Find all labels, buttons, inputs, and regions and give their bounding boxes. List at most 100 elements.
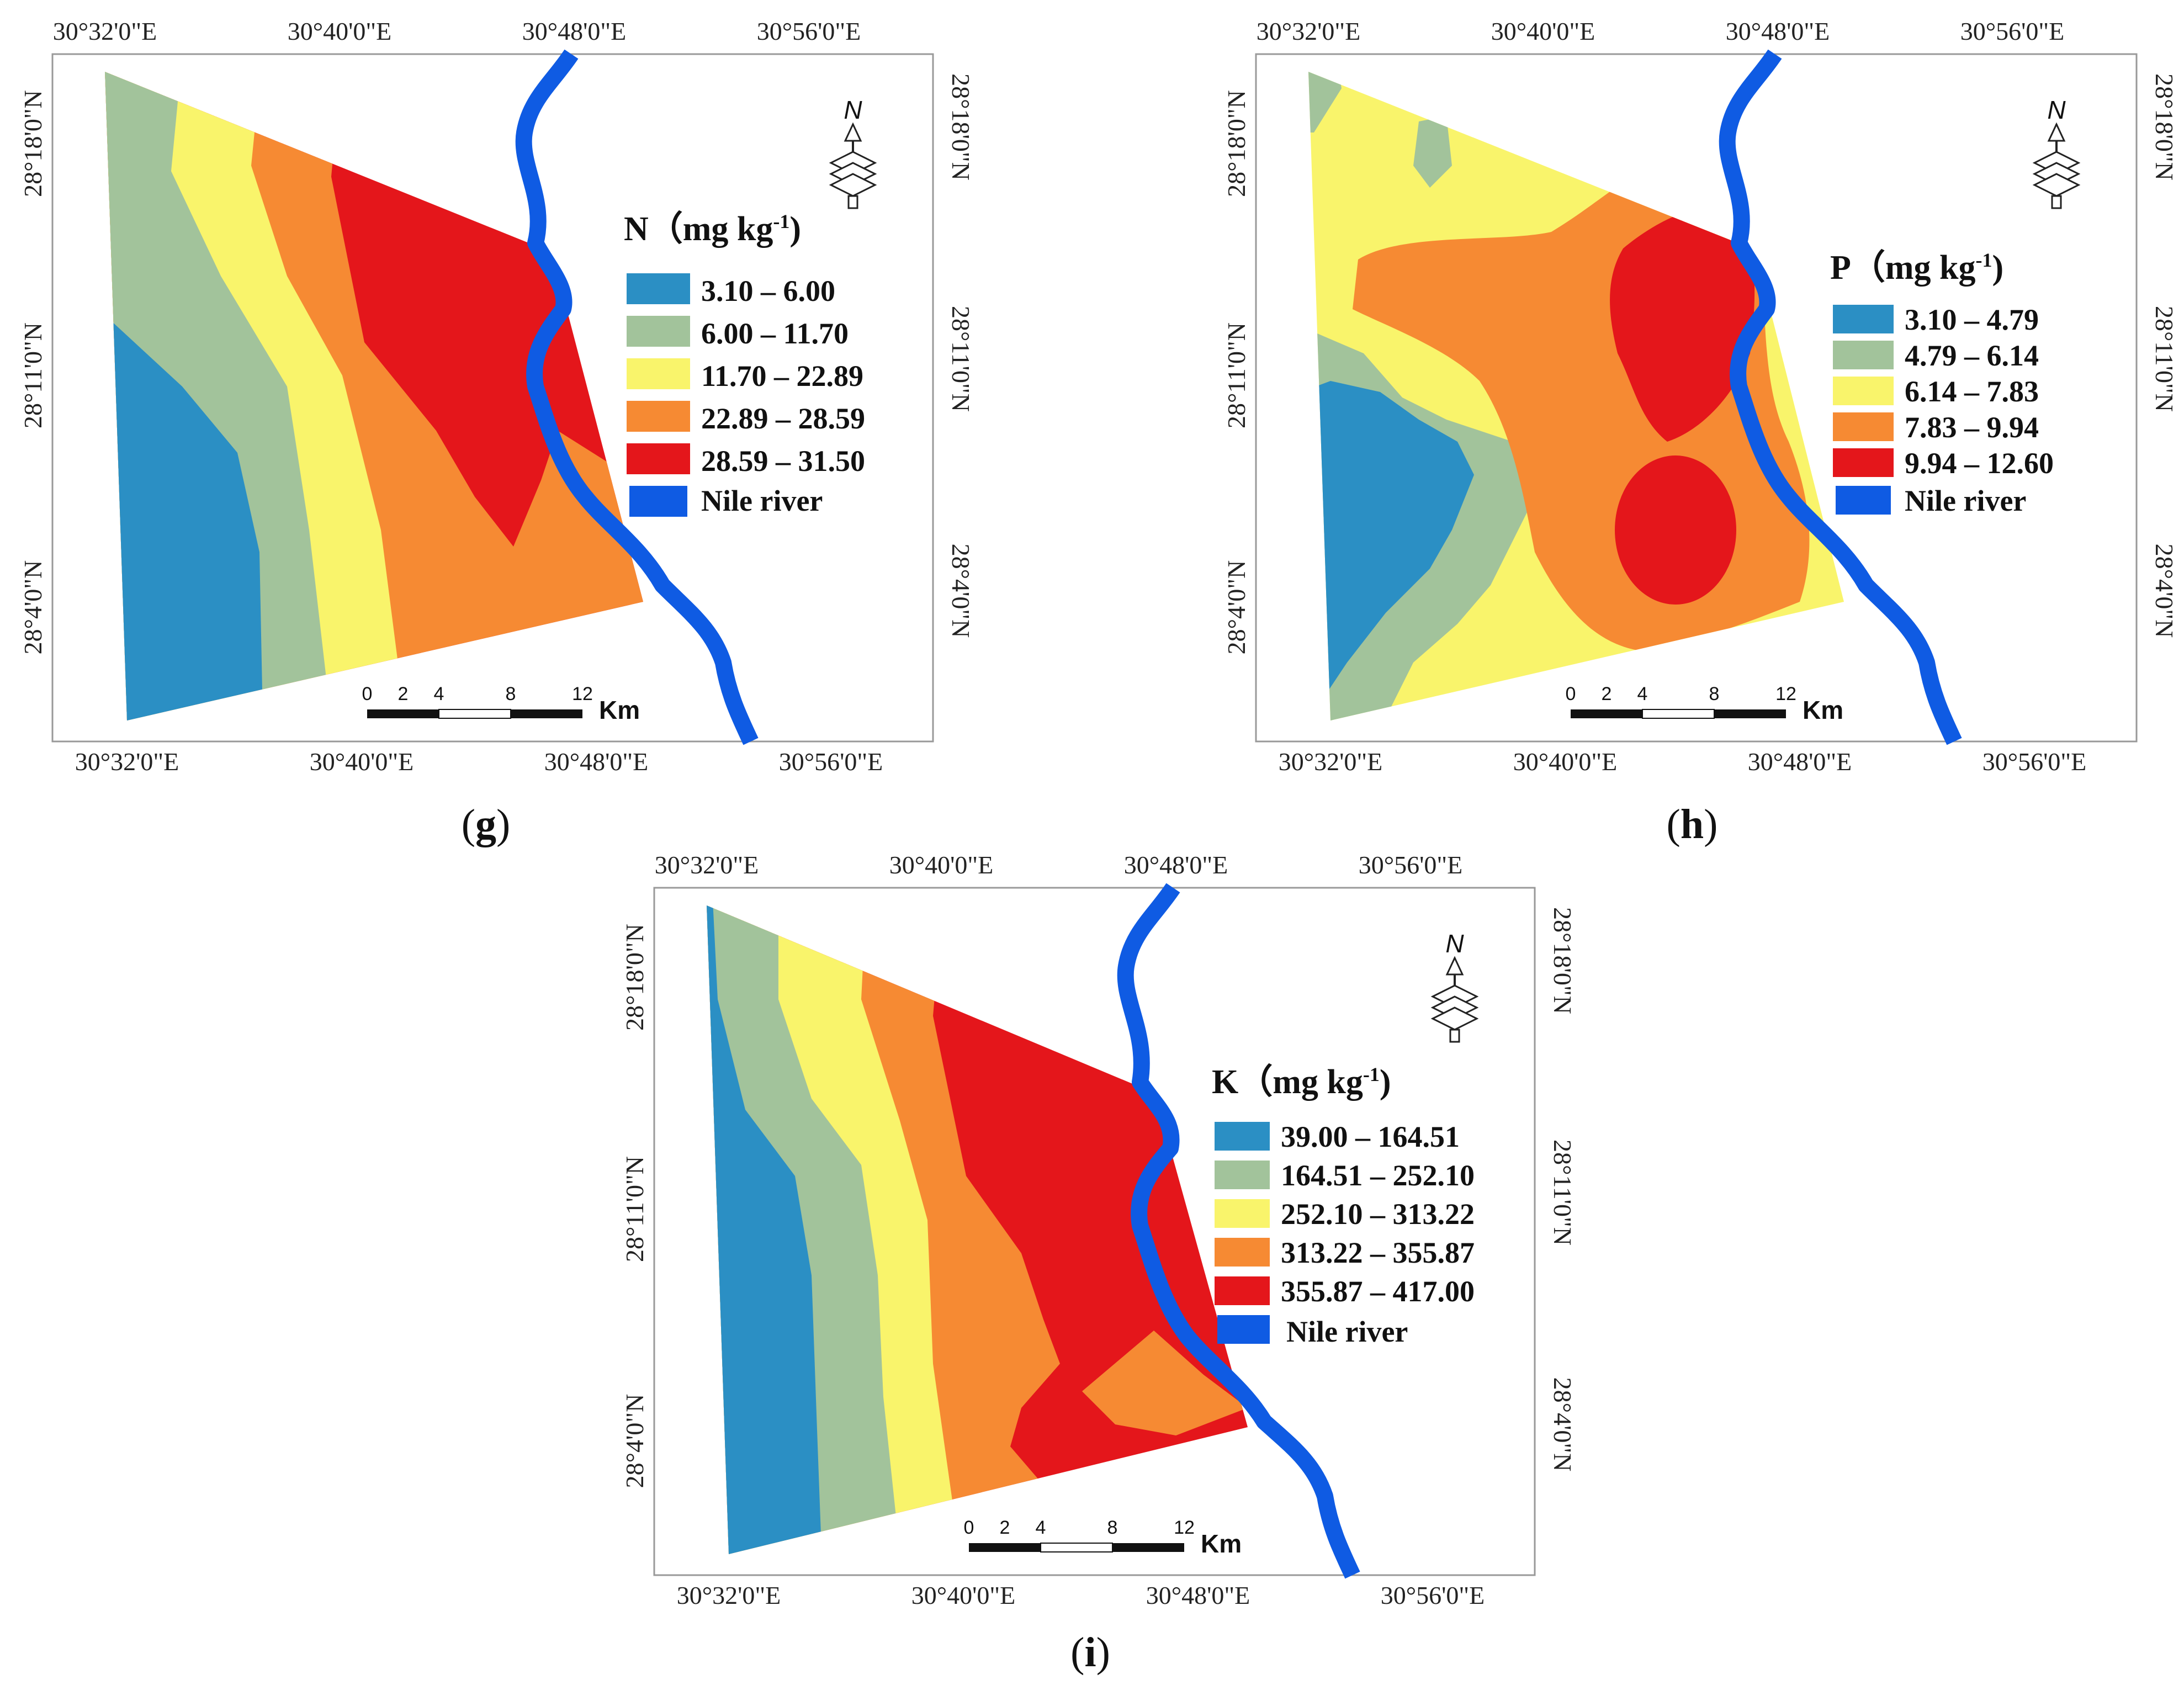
svg-text:12: 12 xyxy=(1775,683,1796,704)
svg-text:0: 0 xyxy=(362,683,373,704)
svg-text:12: 12 xyxy=(1174,1517,1195,1538)
legend-label-2: 164.51 – 252.10 xyxy=(1281,1159,1475,1192)
legend-label-river: Nile river xyxy=(1286,1315,1408,1348)
legend-swatch-river xyxy=(1217,1315,1270,1344)
legend-swatch-4 xyxy=(1215,1238,1270,1267)
right-tick-1: 28°18'0"N xyxy=(947,73,975,181)
zone-9.94-12.60-south xyxy=(1615,455,1736,605)
legend-swatch-5 xyxy=(627,443,690,474)
north-arrow-icon: N xyxy=(1430,929,1479,1043)
legend-swatch-2 xyxy=(627,316,690,347)
legend-label-river: Nile river xyxy=(1905,484,2026,517)
svg-text:8: 8 xyxy=(1709,683,1720,704)
top-tick-4: 30°56'0"E xyxy=(757,17,861,45)
bottom-tick-2: 30°40'0"E xyxy=(310,748,414,776)
legend-title: K（mg kg-1) xyxy=(1212,1062,1391,1101)
svg-text:8: 8 xyxy=(506,683,516,704)
bottom-tick-2: 30°40'0"E xyxy=(1513,748,1618,776)
svg-text:4: 4 xyxy=(1036,1517,1046,1538)
left-tick-2: 28°11'0"N xyxy=(1222,322,1250,428)
zone-3.10-6.00 xyxy=(105,309,271,720)
legend-swatch-4 xyxy=(1833,412,1894,441)
svg-text:2: 2 xyxy=(1000,1517,1010,1538)
top-tick-3: 30°48'0"E xyxy=(1726,17,1830,45)
legend-title: P（mg kg-1) xyxy=(1830,248,2003,287)
zone-3.10-4.79 xyxy=(1308,381,1474,718)
right-tick-3: 28°4'0"N xyxy=(1549,1377,1577,1472)
bottom-tick-4: 30°56'0"E xyxy=(779,748,883,776)
right-tick-2: 28°11'0"N xyxy=(1549,1140,1577,1246)
legend-label-4: 313.22 – 355.87 xyxy=(1281,1236,1475,1269)
legend-label-1: 39.00 – 164.51 xyxy=(1281,1120,1460,1153)
legend-label-2: 4.79 – 6.14 xyxy=(1905,339,2039,372)
bottom-tick-3: 30°48'0"E xyxy=(1146,1581,1250,1609)
top-tick-3: 30°48'0"E xyxy=(522,17,627,45)
legend-label-5: 28.59 – 31.50 xyxy=(701,444,865,478)
svg-text:12: 12 xyxy=(572,683,593,704)
left-tick-1: 28°18'0"N xyxy=(1222,90,1250,197)
svg-text:8: 8 xyxy=(1107,1517,1118,1538)
top-tick-2: 30°40'0"E xyxy=(288,17,392,45)
legend-swatch-2 xyxy=(1833,341,1894,369)
map-panel-i: 30°32'0"E 30°40'0"E 30°48'0"E 30°56'0"E … xyxy=(602,834,1584,1640)
bottom-tick-3: 30°48'0"E xyxy=(1748,748,1852,776)
left-tick-2: 28°11'0"N xyxy=(621,1156,649,1262)
top-tick-3: 30°48'0"E xyxy=(1124,851,1228,879)
map-zones xyxy=(1308,72,1844,720)
nile-river xyxy=(1117,883,1360,1579)
zone-313.22-355.87-patch xyxy=(1082,1331,1248,1435)
svg-text:Km: Km xyxy=(1803,696,1843,724)
legend-swatch-river xyxy=(1836,486,1891,515)
left-tick-3: 28°4'0"N xyxy=(621,1394,649,1488)
top-tick-4: 30°56'0"E xyxy=(1960,17,2065,45)
north-arrow-icon: N xyxy=(829,96,877,209)
bottom-tick-2: 30°40'0"E xyxy=(911,1581,1016,1609)
right-tick-1: 28°18'0"N xyxy=(2150,73,2178,181)
right-tick-1: 28°18'0"N xyxy=(1549,907,1577,1014)
top-tick-2: 30°40'0"E xyxy=(1491,17,1595,45)
left-tick-1: 28°18'0"N xyxy=(621,924,649,1031)
left-tick-1: 28°18'0"N xyxy=(19,90,47,197)
svg-text:N: N xyxy=(2047,96,2066,124)
right-tick-3: 28°4'0"N xyxy=(947,544,975,638)
svg-text:Km: Km xyxy=(599,696,640,724)
legend-title: N（mg kg-1) xyxy=(624,209,801,248)
scale-bar: 0 2 4 8 12 Km xyxy=(964,1517,1242,1558)
legend: N（mg kg-1) 3.10 – 6.00 6.00 – 11.70 11.7… xyxy=(624,209,865,517)
bottom-tick-1: 30°32'0"E xyxy=(75,748,179,776)
bottom-tick-1: 30°32'0"E xyxy=(677,1581,781,1609)
top-tick-1: 30°32'0"E xyxy=(655,851,759,879)
caption-h: (h) xyxy=(1666,801,1718,847)
map-panel-h: 30°32'0"E 30°40'0"E 30°48'0"E 30°56'0"E … xyxy=(1204,0,2184,806)
top-tick-1: 30°32'0"E xyxy=(53,17,157,45)
bottom-tick-4: 30°56'0"E xyxy=(1381,1581,1485,1609)
legend-swatch-5 xyxy=(1215,1276,1270,1305)
legend-label-4: 22.89 – 28.59 xyxy=(701,402,865,435)
legend-label-river: Nile river xyxy=(701,484,823,517)
top-tick-2: 30°40'0"E xyxy=(889,851,994,879)
svg-text:2: 2 xyxy=(398,683,409,704)
svg-text:N: N xyxy=(844,96,862,124)
left-tick-3: 28°4'0"N xyxy=(1222,560,1250,655)
bottom-tick-3: 30°48'0"E xyxy=(544,748,649,776)
nile-river xyxy=(515,49,759,745)
zone-4.79-6.14-patch xyxy=(1413,116,1452,188)
scale-bar: 0 2 4 8 12 Km xyxy=(362,683,640,724)
legend-swatch-1 xyxy=(1833,305,1894,333)
legend-swatch-1 xyxy=(1215,1122,1270,1151)
map-panel-g: 30°32'0"E 30°40'0"E 30°48'0"E 30°56'0"E … xyxy=(0,0,983,806)
bottom-tick-1: 30°32'0"E xyxy=(1279,748,1383,776)
legend-swatch-5 xyxy=(1833,448,1894,477)
svg-text:N: N xyxy=(1445,929,1464,958)
legend-swatch-1 xyxy=(627,273,690,304)
caption-g: (g) xyxy=(461,801,511,847)
legend-label-1: 3.10 – 4.79 xyxy=(1905,303,2039,336)
legend-label-3: 11.70 – 22.89 xyxy=(701,359,863,393)
legend-label-5: 355.87 – 417.00 xyxy=(1281,1275,1475,1308)
svg-text:4: 4 xyxy=(1637,683,1648,704)
north-arrow-icon: N xyxy=(2032,96,2081,209)
svg-text:0: 0 xyxy=(964,1517,974,1538)
legend-swatch-river xyxy=(629,486,687,517)
left-tick-3: 28°4'0"N xyxy=(19,560,47,655)
right-tick-3: 28°4'0"N xyxy=(2150,544,2178,638)
